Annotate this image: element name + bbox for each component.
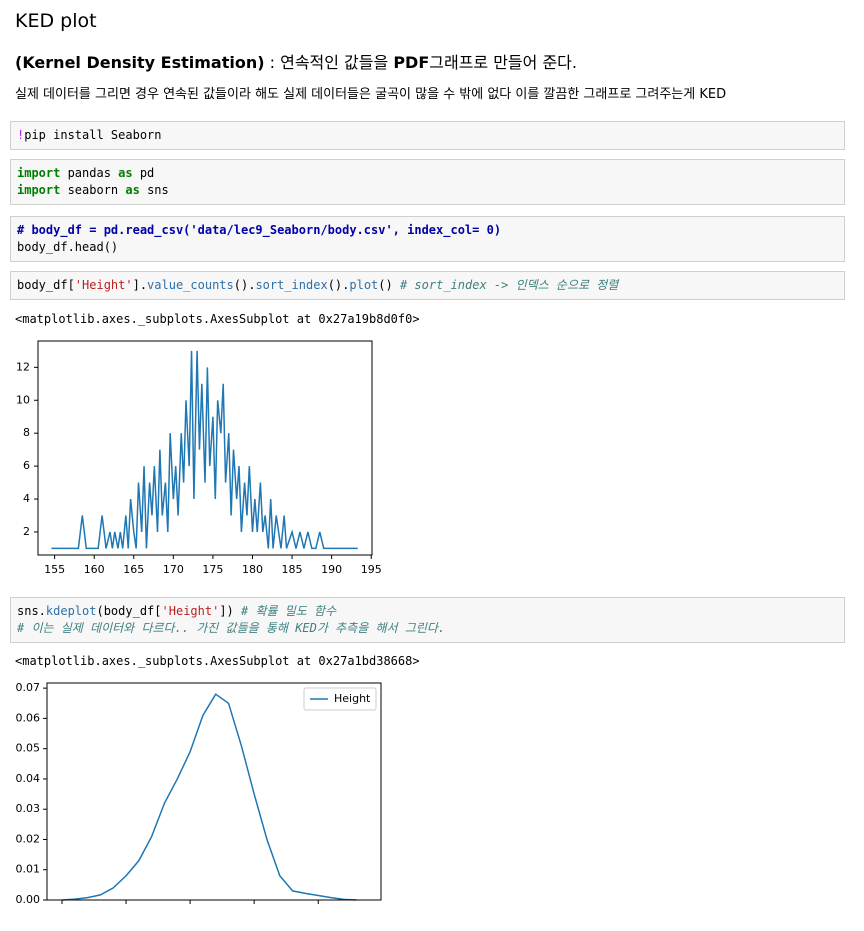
x-tick-label: 155 (44, 563, 65, 576)
legend-box (303, 687, 377, 711)
code-token: as (125, 183, 140, 197)
code-token: 'Height' (74, 278, 133, 292)
subtitle-run: PDF (393, 53, 430, 72)
x-tick-label: 180 (242, 563, 263, 576)
code-token: # body_df = pd.read_csv('data/lec9_Seabo… (17, 223, 502, 237)
y-tick-label: 0.06 (16, 711, 41, 724)
code-line: body_df['Height'].value_counts().sort_in… (17, 277, 838, 294)
y-tick-label: 6 (23, 459, 30, 472)
y-tick-label: 0.01 (16, 863, 41, 876)
code-token: (). (233, 278, 256, 292)
code-cell: import pandas as pd import seaborn as sns (10, 159, 845, 205)
code-token: plot (349, 278, 379, 292)
code-token: (body_df[ (96, 604, 162, 618)
code-token: import (17, 166, 61, 180)
code-line: import seaborn as sns (17, 182, 838, 199)
x-tick-label: 170 (163, 563, 184, 576)
code-token: pd (132, 166, 155, 180)
y-tick-label: 0.05 (16, 742, 41, 755)
code-line: sns.kdeplot(body_df['Height']) # 확률 밀도 함… (17, 603, 838, 620)
x-tick-label: 195 (361, 563, 382, 576)
code-token: value_counts (147, 278, 234, 292)
y-tick-label: 0.03 (16, 802, 41, 815)
data-line (51, 350, 358, 550)
x-tick-label: 190 (321, 563, 342, 576)
code-token: sort_index (255, 278, 328, 292)
code-line: # 이는 실제 데이터와 다르다.. 가진 값들을 통해 KED가 추측을 해서… (17, 620, 838, 637)
code-token: # sort_index -> 인덱스 순으로 정렬 (399, 278, 619, 292)
chart: 155 160 165 170 175 180 185 190 195 2 4 6 8 10 12 (16, 340, 382, 576)
y-tick-label: 0.07 (16, 681, 41, 694)
subtitle-run: 그래프로 만들어 준다. (429, 53, 577, 72)
title: KED plot (15, 10, 97, 32)
code-token: kdeplot (45, 604, 97, 618)
y-tick-label: 2 (23, 525, 30, 538)
code-token: # 이는 실제 데이터와 다르다.. 가진 값들을 통해 KED가 추측을 해서… (17, 621, 446, 635)
code-token: 'Height' (161, 604, 220, 618)
code-token: (). (327, 278, 350, 292)
subtitle: (Kernel Density Estimation) : 연속적인 값들을 P… (15, 49, 577, 73)
data-line (61, 693, 357, 901)
code-token: as (118, 166, 133, 180)
code-line: import pandas as pd (17, 165, 838, 182)
code-token: import (17, 183, 61, 197)
code-line: # body_df = pd.read_csv('data/lec9_Seabo… (17, 222, 838, 239)
output-text: <matplotlib.axes._subplots.AxesSubplot a… (15, 312, 420, 326)
code-cell: !pip install Seaborn (10, 121, 845, 150)
chart: 0.00 0.01 0.02 0.03 0.04 0.05 0.06 0.07 Height (16, 681, 382, 906)
y-tick-label: 0.02 (16, 832, 41, 845)
code-line: !pip install Seaborn (17, 127, 838, 144)
plot-frame (37, 340, 373, 556)
output-text: <matplotlib.axes._subplots.AxesSubplot a… (15, 654, 420, 668)
legend-label: Height (334, 692, 371, 705)
code-cell: # body_df = pd.read_csv('data/lec9_Seabo… (10, 216, 845, 262)
code-cell: body_df['Height'].value_counts().sort_in… (10, 271, 845, 300)
description: 실제 데이터를 그리면 경우 연속된 값들이라 해도 실제 데이터들은 굴곡이 … (15, 87, 727, 102)
code-token: ! (17, 128, 25, 142)
code-token: () (378, 278, 400, 292)
x-tick-label: 165 (123, 563, 144, 576)
code-line: body_df.head() (17, 239, 838, 256)
subtitle-run: (Kernel Density Estimation) (15, 53, 265, 72)
y-tick-label: 10 (16, 393, 30, 406)
code-token: pandas (60, 166, 119, 180)
y-tick-label: 8 (23, 426, 30, 439)
y-tick-label: 4 (23, 492, 30, 505)
x-tick-label: 185 (282, 563, 303, 576)
code-token: sns (139, 183, 169, 197)
code-token: sns. (17, 604, 46, 618)
code-token: ]) (219, 604, 241, 618)
subtitle-run: : 연속적인 값들을 (264, 53, 394, 72)
code-token: pip install Seaborn (24, 128, 162, 142)
plot-frame (46, 682, 382, 901)
x-tick-label: 175 (202, 563, 223, 576)
code-token: body_df.head() (17, 240, 119, 254)
y-tick-label: 12 (16, 360, 30, 373)
y-tick-label: 0.00 (16, 893, 41, 906)
code-token: ]. (132, 278, 148, 292)
code-cell: sns.kdeplot(body_df['Height']) # 확률 밀도 함… (10, 597, 845, 643)
y-tick-label: 0.04 (16, 772, 41, 785)
code-token: seaborn (60, 183, 126, 197)
code-token: body_df[ (17, 278, 75, 292)
code-token: # 확률 밀도 함수 (241, 604, 337, 618)
x-tick-label: 160 (84, 563, 105, 576)
